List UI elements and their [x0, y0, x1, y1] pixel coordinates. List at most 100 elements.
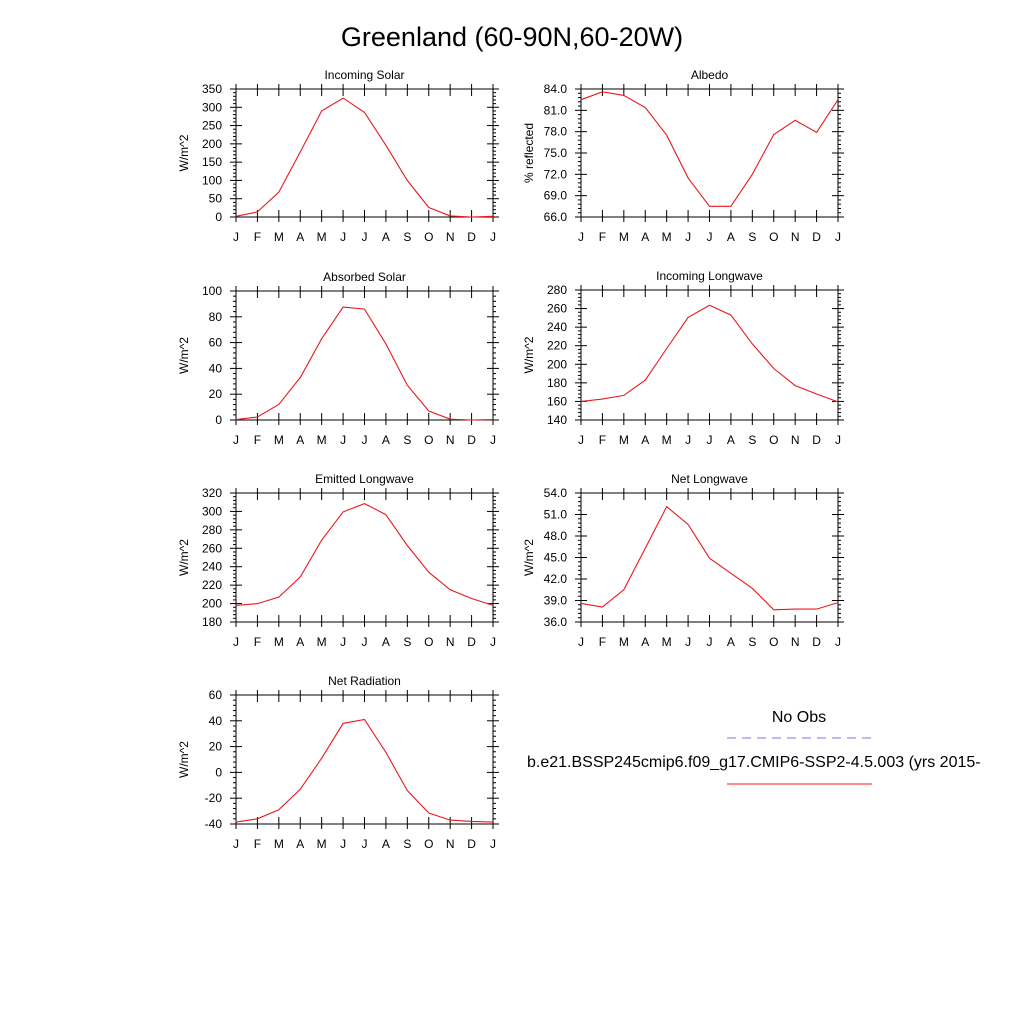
x-tick-label: D [812, 635, 821, 649]
series-line [235, 718, 494, 823]
y-tick-label: 0 [215, 413, 222, 427]
y-axis-label: W/m^2 [522, 539, 536, 576]
panel-title: Incoming Longwave [656, 269, 763, 283]
x-tick-label: A [641, 635, 649, 649]
y-tick-label: 78.0 [544, 125, 568, 139]
plot-frame [235, 88, 494, 218]
x-tick-label: J [233, 635, 239, 649]
y-axis-label: W/m^2 [177, 741, 191, 778]
x-tick-label: J [578, 635, 584, 649]
y-tick-label: 300 [202, 100, 222, 114]
x-tick-label: J [707, 635, 713, 649]
panel-title: Emitted Longwave [315, 472, 414, 486]
x-tick-label: M [274, 230, 284, 244]
x-tick-label: J [835, 433, 841, 447]
x-tick-label: J [233, 433, 239, 447]
x-tick-label: N [446, 837, 455, 851]
x-tick-label: A [382, 635, 390, 649]
x-tick-label: S [403, 433, 411, 447]
figure-title: Greenland (60-90N,60-20W) [341, 22, 683, 52]
x-tick-label: M [619, 230, 629, 244]
x-tick-label: O [769, 635, 778, 649]
x-tick-label: J [362, 635, 368, 649]
y-tick-label: 0 [215, 765, 222, 779]
x-tick-label: S [403, 635, 411, 649]
x-tick-label: F [599, 433, 606, 447]
x-tick-label: A [727, 635, 735, 649]
x-tick-label: A [296, 635, 304, 649]
y-tick-label: 280 [547, 283, 567, 297]
y-tick-label: 51.0 [544, 508, 568, 522]
x-tick-label: M [662, 635, 672, 649]
legend-obs-label: No Obs [772, 709, 826, 726]
y-tick-label: 72.0 [544, 167, 568, 181]
x-tick-label: F [254, 635, 261, 649]
legend-model-label: b.e21.BSSP245cmip6.f09_g17.CMIP6-SSP2-4.… [527, 754, 981, 771]
x-tick-label: M [317, 635, 327, 649]
x-tick-label: J [340, 433, 346, 447]
y-tick-label: 180 [547, 376, 567, 390]
x-tick-label: J [578, 433, 584, 447]
x-tick-label: F [599, 635, 606, 649]
y-tick-label: 140 [547, 413, 567, 427]
x-tick-label: O [769, 230, 778, 244]
y-tick-label: 42.0 [544, 572, 568, 586]
x-tick-label: J [578, 230, 584, 244]
x-tick-label: J [490, 230, 496, 244]
y-axis-label: W/m^2 [177, 337, 191, 374]
series-line [580, 304, 839, 403]
y-tick-label: 200 [202, 597, 222, 611]
x-tick-label: F [254, 230, 261, 244]
panel-title: Net Radiation [328, 674, 401, 688]
y-tick-label: 260 [202, 541, 222, 555]
x-tick-label: J [685, 433, 691, 447]
x-tick-label: M [317, 433, 327, 447]
x-tick-label: D [467, 230, 476, 244]
x-tick-label: J [707, 230, 713, 244]
x-tick-label: S [748, 433, 756, 447]
plot-frame [235, 492, 494, 623]
panel-title: Absorbed Solar [323, 270, 406, 284]
x-tick-label: A [296, 230, 304, 244]
y-tick-label: 260 [547, 302, 567, 316]
x-tick-label: F [254, 433, 261, 447]
x-tick-label: J [490, 433, 496, 447]
y-tick-label: 84.0 [544, 82, 568, 96]
x-tick-label: N [446, 230, 455, 244]
x-tick-label: D [467, 433, 476, 447]
x-tick-label: J [490, 837, 496, 851]
x-tick-label: S [748, 230, 756, 244]
y-tick-label: 20 [209, 740, 223, 754]
x-tick-label: D [467, 837, 476, 851]
y-tick-label: 75.0 [544, 146, 568, 160]
y-tick-label: 220 [547, 339, 567, 353]
y-tick-label: 0 [215, 210, 222, 224]
x-tick-label: J [835, 230, 841, 244]
x-tick-label: F [254, 837, 261, 851]
y-tick-label: 80 [209, 310, 223, 324]
x-tick-label: M [619, 433, 629, 447]
series-line [580, 91, 839, 207]
panel-title: Net Longwave [671, 472, 748, 486]
x-tick-label: S [403, 837, 411, 851]
y-tick-label: 250 [202, 119, 222, 133]
x-tick-label: S [748, 635, 756, 649]
x-tick-label: A [727, 230, 735, 244]
y-tick-label: 66.0 [544, 210, 568, 224]
x-tick-label: J [340, 837, 346, 851]
x-tick-label: A [296, 433, 304, 447]
y-tick-label: 160 [547, 394, 567, 408]
x-tick-label: S [403, 230, 411, 244]
x-tick-label: M [317, 837, 327, 851]
x-tick-label: M [619, 635, 629, 649]
y-tick-label: 180 [202, 615, 222, 629]
y-tick-label: -20 [205, 791, 223, 805]
series-line [235, 97, 494, 218]
x-tick-label: M [662, 230, 672, 244]
x-tick-label: M [274, 837, 284, 851]
